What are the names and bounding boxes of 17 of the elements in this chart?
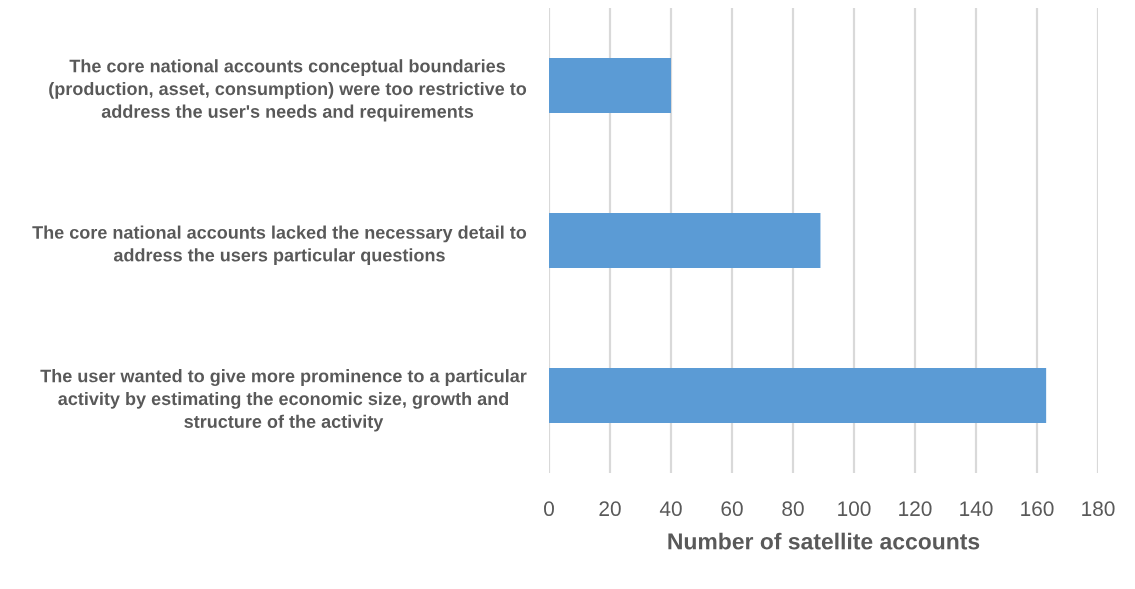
x-tick-label: 160	[1021, 501, 1054, 517]
y-tick-label: The core national accounts lacked the necessary detail to address the users particular questions	[32, 225, 527, 266]
x-tick-label: 140	[960, 501, 993, 517]
bar	[549, 57, 671, 114]
bar	[549, 212, 821, 269]
y-tick-label: The user wanted to give more prominence to a particular activity by estimating the economic size, growth and structure of the activity	[40, 369, 527, 432]
x-tick-label: 180	[1082, 501, 1115, 517]
x-tick-label: 60	[721, 501, 743, 517]
x-tick-label: 80	[782, 501, 804, 517]
bar	[549, 367, 1047, 424]
x-tick-label: 100	[838, 501, 871, 517]
x-tick-label: 20	[599, 501, 621, 517]
x-tick-label: 40	[659, 501, 682, 517]
x-tick-label: 0	[544, 501, 554, 517]
x-tick-label: 120	[899, 501, 932, 517]
y-tick-label: The core national accounts conceptual boundaries (production, asset, consumption) were too restrictive to address the user's needs and requirements	[49, 59, 527, 122]
x-axis-title: Number of satellite accounts	[668, 532, 980, 550]
